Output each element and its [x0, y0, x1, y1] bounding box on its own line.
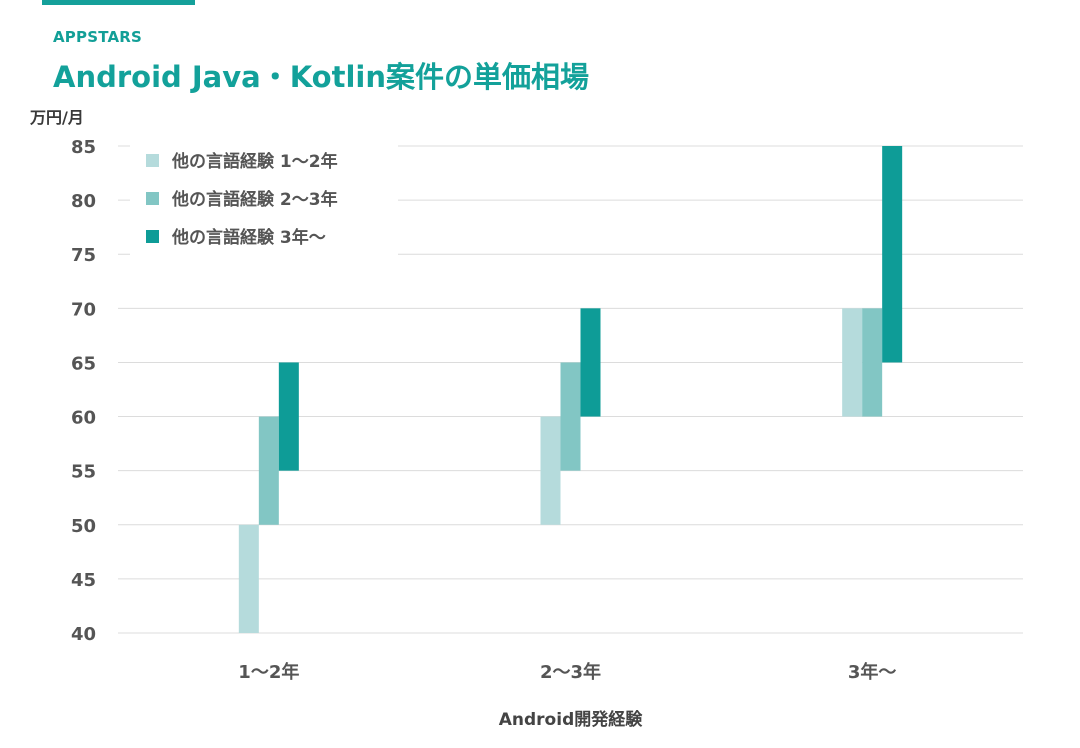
bar-series1-3 [842, 308, 863, 417]
legend-swatch [146, 230, 159, 243]
x-category-label: 2〜3年 [540, 661, 601, 683]
x-category-label: 3年〜 [848, 661, 897, 683]
bar-series2-3 [862, 308, 883, 417]
bar-series3-1 [278, 362, 299, 471]
bar-series1-1 [238, 524, 259, 633]
page-title: Android Java・Kotlin案件の単価相場 [53, 60, 589, 94]
y-tick-label: 50 [71, 516, 96, 537]
y-tick-label: 45 [71, 570, 96, 591]
y-tick-label: 85 [71, 137, 96, 158]
brand-label: APPSTARS [53, 28, 143, 46]
legend-swatch [146, 154, 159, 167]
y-tick-label: 65 [71, 353, 96, 374]
y-tick-label: 60 [71, 408, 96, 429]
bar-series2-1 [258, 416, 279, 525]
legend-label: 他の言語経験 3年〜 [171, 227, 326, 248]
y-tick-label: 75 [71, 245, 96, 266]
x-axis-label: Android開発経験 [499, 709, 643, 730]
legend-swatch [146, 192, 159, 205]
y-axis-unit-label: 万円/月 [30, 108, 84, 127]
x-axis-categories: 1〜2年 2〜3年 3年〜 [238, 661, 896, 683]
y-tick-label: 80 [71, 191, 96, 212]
top-accent-bar [42, 0, 195, 5]
bar-series3-3 [882, 146, 903, 363]
legend-label: 他の言語経験 1〜2年 [171, 151, 338, 172]
bar-series2-2 [560, 362, 581, 471]
y-tick-label: 55 [71, 462, 96, 483]
bar-series3-2 [580, 308, 601, 417]
legend-label: 他の言語経験 2〜3年 [171, 189, 338, 210]
legend-background [130, 140, 398, 258]
y-tick-label: 70 [71, 299, 96, 320]
x-category-label: 1〜2年 [238, 661, 299, 683]
y-axis-ticks: 40 45 50 55 60 65 70 75 80 85 [71, 137, 96, 645]
y-tick-label: 40 [71, 624, 96, 645]
bars [238, 146, 903, 633]
bar-series1-2 [540, 416, 561, 525]
